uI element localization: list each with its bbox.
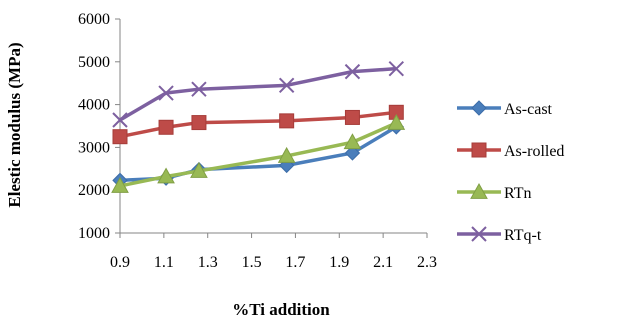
y-tick-label: 6000 bbox=[78, 11, 110, 28]
y-tick-label: 2000 bbox=[78, 182, 110, 199]
data-point-rtn bbox=[387, 113, 406, 130]
marker-stroke bbox=[158, 85, 174, 101]
x-tick-label: 2.1 bbox=[373, 254, 393, 271]
data-point-rtn bbox=[277, 146, 296, 163]
series-line-rtn bbox=[119, 121, 398, 188]
legend-marker bbox=[470, 182, 488, 199]
chart-axes: 1000 2000 3000 4000 5000 6000 0.9 1.1 1.3 1.5 1.7… bbox=[78, 11, 437, 271]
data-point-as-rolled bbox=[279, 113, 295, 129]
series-line-rtq-t bbox=[119, 66, 397, 122]
legend-marker bbox=[471, 142, 487, 158]
data-point-rtn bbox=[157, 167, 175, 184]
x-tick-label: 1.9 bbox=[329, 254, 349, 271]
legend-item-as-rolled: As-rolled bbox=[457, 142, 564, 160]
x-tick-label: 0.9 bbox=[110, 254, 130, 271]
legend-label: RTn bbox=[504, 185, 531, 202]
legend-label: As-rolled bbox=[504, 143, 564, 160]
legend-marker bbox=[471, 226, 487, 242]
data-point-rtn bbox=[343, 133, 362, 150]
y-axis-title: Elestic modulus (MPa) bbox=[5, 42, 24, 207]
x-ticks: 0.9 1.1 1.3 1.5 1.7 1.9 2.1 2.3 bbox=[110, 233, 437, 271]
y-tick-label: 5000 bbox=[78, 54, 110, 71]
y-tick-label: 1000 bbox=[78, 225, 110, 242]
x-tick-label: 1.1 bbox=[154, 254, 174, 271]
x-tick-label: 2.3 bbox=[417, 254, 437, 271]
x-tick-label: 1.3 bbox=[198, 254, 218, 271]
marker-stroke bbox=[278, 77, 295, 94]
legend-item-rtq-t: RTq-t bbox=[457, 226, 542, 244]
marker-stroke bbox=[191, 81, 207, 97]
data-point-rtq-t bbox=[191, 81, 207, 97]
marker-stroke bbox=[388, 60, 405, 77]
x-tick-label: 1.7 bbox=[285, 254, 305, 271]
legend-item-as-cast: As-cast bbox=[457, 100, 553, 118]
data-point-rtq-t bbox=[158, 85, 174, 101]
series-as-rolled bbox=[112, 104, 404, 145]
data-point-as-rolled bbox=[191, 115, 207, 131]
data-point-rtq-t bbox=[278, 77, 295, 94]
legend: As-cast As-rolled RTn RTq-t bbox=[457, 100, 564, 244]
data-point-as-cast bbox=[344, 145, 361, 161]
series-rtn bbox=[111, 113, 406, 193]
data-point-as-rolled bbox=[112, 129, 128, 145]
legend-label: RTq-t bbox=[504, 227, 542, 244]
marker-stroke bbox=[471, 226, 487, 242]
x-tick-label: 1.5 bbox=[242, 254, 262, 271]
legend-marker bbox=[471, 100, 487, 116]
data-point-rtq-t bbox=[344, 63, 361, 80]
data-point-rtn bbox=[190, 161, 208, 178]
data-point-rtn bbox=[111, 176, 129, 193]
series-rtq-t bbox=[112, 60, 405, 128]
series-layer bbox=[111, 60, 406, 193]
y-ticks: 1000 2000 3000 4000 5000 6000 bbox=[78, 11, 120, 242]
data-point-rtq-t bbox=[388, 60, 405, 77]
data-point-rtq-t bbox=[112, 112, 128, 128]
legend-item-rtn: RTn bbox=[457, 182, 531, 202]
y-tick-label: 3000 bbox=[78, 139, 110, 156]
marker-stroke bbox=[344, 63, 361, 80]
y-tick-label: 4000 bbox=[78, 97, 110, 114]
x-axis-title: %Ti addition bbox=[232, 300, 330, 319]
legend-label: As-cast bbox=[504, 101, 553, 118]
marker-stroke bbox=[112, 112, 128, 128]
data-point-as-rolled bbox=[158, 119, 174, 135]
data-point-as-rolled bbox=[344, 109, 360, 125]
